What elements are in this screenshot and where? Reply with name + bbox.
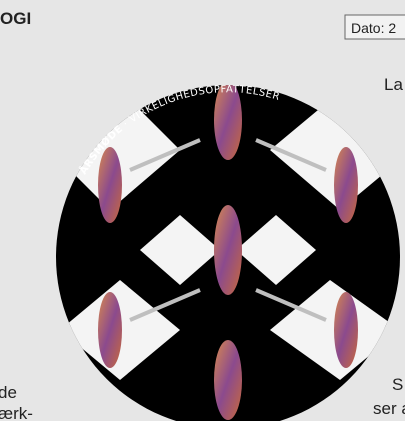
body-text-right: La (384, 75, 403, 94)
body-text-right: S (392, 375, 403, 394)
separator: · (121, 119, 131, 130)
body-text-left: de (0, 383, 17, 402)
date: Dato: 2 (351, 20, 396, 36)
body-text-left: ærk- (0, 404, 33, 421)
section-title: OGI (0, 9, 31, 28)
body-text-right: ser a (373, 399, 405, 418)
date-box (344, 14, 405, 40)
kaleidoscope-image (56, 85, 400, 421)
